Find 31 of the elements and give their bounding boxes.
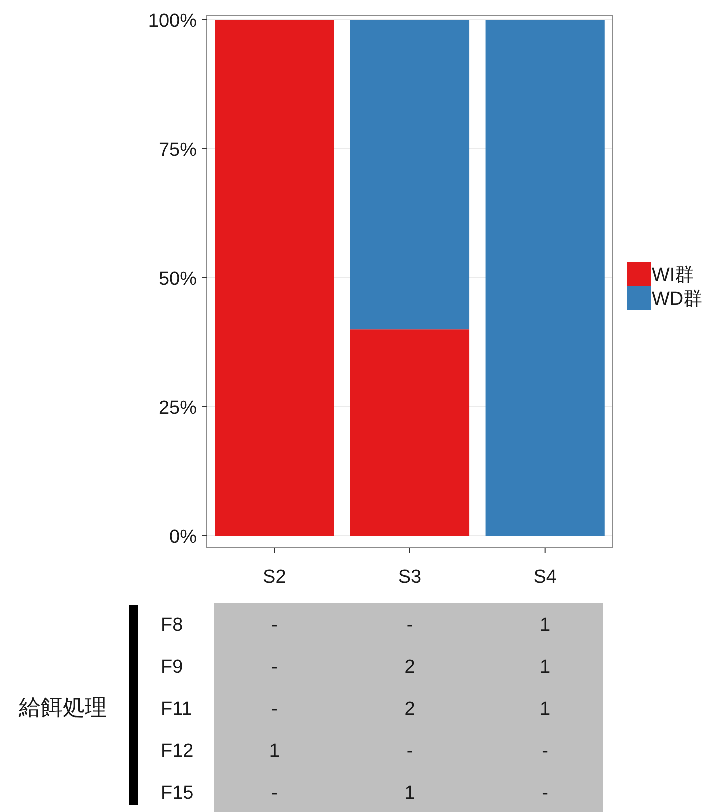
text: - <box>406 741 414 762</box>
y-tick-label: F8 <box>161 615 184 636</box>
x-tick-label: S4 <box>534 567 558 588</box>
y-tick-label: 100% <box>148 11 198 32</box>
y-tick-label: F11 <box>161 699 192 720</box>
text: - <box>272 699 278 720</box>
legend-label: WI群 <box>652 265 694 286</box>
y-tick-label: F12 <box>161 741 194 762</box>
text: - <box>542 783 548 804</box>
text: - <box>272 615 278 636</box>
y-tick-label: 75% <box>158 140 198 161</box>
text: - <box>542 741 548 762</box>
legend-label: WD群 <box>652 289 703 310</box>
text: - <box>406 615 414 636</box>
data-label: 1 <box>540 615 551 636</box>
data-label: 1 <box>540 699 551 720</box>
text: - <box>272 657 278 678</box>
y-tick-label: F15 <box>161 783 194 804</box>
y-tick-label: 25% <box>158 398 198 419</box>
x-tick-label: S2 <box>263 567 286 588</box>
data-label: 1 <box>269 741 280 762</box>
y-tick-label: 50% <box>158 269 198 290</box>
data-label: 2 <box>404 657 416 678</box>
data-label: 2 <box>404 699 416 720</box>
y-tick-label: F9 <box>161 657 184 678</box>
y-axis-title: 給餌処理 <box>18 695 107 720</box>
data-label: 1 <box>404 783 416 804</box>
y-tick-label: 0% <box>170 527 198 548</box>
text: - <box>272 783 278 804</box>
data-label: 1 <box>540 657 551 678</box>
x-tick-label: S3 <box>398 567 422 588</box>
